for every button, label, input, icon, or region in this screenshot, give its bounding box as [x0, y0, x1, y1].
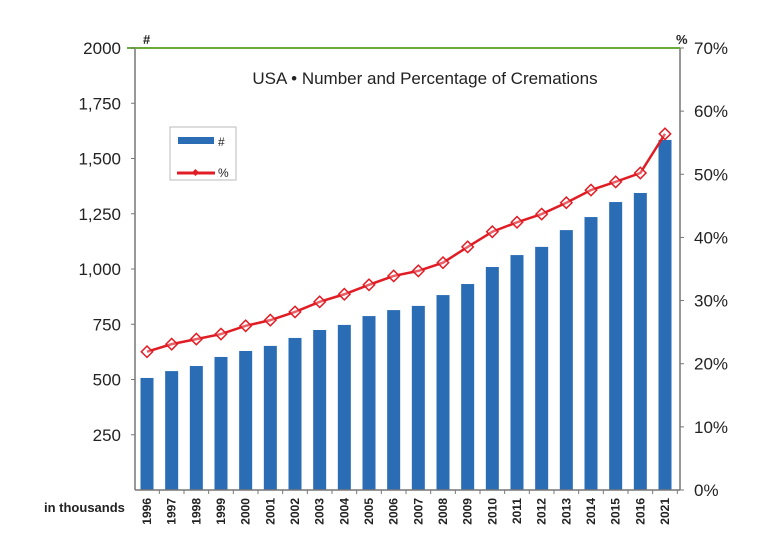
x-tick-label: 2021	[658, 498, 672, 525]
bar-2011	[510, 255, 524, 490]
x-tick-label: 2015	[609, 498, 623, 525]
left-axis-unit: #	[143, 32, 151, 47]
bar-2016	[633, 192, 647, 490]
x-tick-label: 2001	[263, 498, 277, 525]
bar-2012	[535, 246, 549, 490]
legend: # %	[169, 126, 237, 181]
x-tick-label: 2014	[584, 498, 598, 525]
right-tick-label: 30%	[694, 292, 728, 311]
bar-1996	[140, 377, 154, 490]
x-tick-label: 2007	[411, 498, 425, 525]
bar-2006	[387, 310, 401, 490]
point-2009	[460, 240, 475, 254]
point-2015	[608, 175, 623, 189]
units-note: in thousands	[44, 500, 125, 515]
bar-2002	[288, 337, 302, 490]
point-2008	[436, 255, 450, 270]
bar-1997	[165, 371, 179, 490]
legend-bar-label: #	[218, 135, 225, 149]
x-tick-label: 1997	[165, 498, 179, 525]
bar-2001	[263, 345, 277, 490]
bar-2010	[485, 267, 499, 490]
right-tick-label: 70%	[694, 39, 728, 58]
bar-2000	[239, 350, 253, 490]
left-tick-label: 1,750	[78, 94, 121, 113]
right-tick-label: 60%	[694, 102, 728, 121]
bar-2013	[559, 230, 573, 490]
chart-title: USA • Number and Percentage of Cremation…	[252, 69, 597, 88]
x-tick-label: 1998	[189, 498, 203, 525]
bar-2015	[609, 202, 623, 491]
x-tick-label: 2006	[387, 498, 401, 525]
left-tick-label: 1,000	[78, 260, 121, 279]
point-2007	[411, 264, 426, 278]
left-tick-label: 750	[93, 315, 121, 334]
point-2002	[288, 305, 302, 319]
bar-2004	[337, 324, 351, 490]
point-2000	[238, 319, 253, 333]
left-tick-label: 250	[93, 426, 121, 445]
point-2016	[633, 166, 648, 180]
bar-2021	[658, 139, 672, 490]
x-tick-label: 2011	[510, 498, 524, 524]
x-tick-label: 2012	[535, 498, 549, 525]
left-tick-label: 1,250	[78, 205, 121, 224]
x-tick-label: 2002	[288, 498, 302, 525]
point-2011	[510, 215, 524, 229]
point-2021	[658, 127, 672, 141]
point-2012	[534, 207, 549, 221]
point-2013	[559, 195, 574, 210]
bar-1998	[189, 366, 203, 490]
legend-line-marker	[191, 168, 200, 177]
bar-2005	[362, 316, 376, 490]
point-1996	[140, 344, 154, 359]
bar-2014	[584, 217, 598, 490]
right-tick-label: 20%	[694, 355, 728, 374]
point-1998	[189, 332, 204, 346]
bar-1999	[214, 356, 228, 490]
percentage-line	[146, 133, 667, 353]
bar-2008	[436, 295, 450, 490]
x-tick-label: 2005	[362, 498, 376, 525]
point-2001	[263, 313, 278, 327]
point-2004	[337, 287, 352, 301]
x-tick-label: 1996	[140, 498, 154, 525]
point-1999	[214, 327, 228, 341]
bar-2009	[461, 284, 475, 490]
right-tick-label: 40%	[694, 228, 728, 247]
bar-2007	[411, 305, 425, 490]
x-tick-label: 2016	[633, 498, 647, 525]
x-tick-label: 2009	[461, 498, 475, 525]
x-tick-label: 2013	[559, 498, 573, 525]
left-tick-label: 500	[93, 371, 121, 390]
x-tick-label: 2004	[337, 498, 351, 525]
right-tick-label: 0%	[694, 481, 719, 500]
bar-2003	[313, 329, 327, 490]
point-2010	[485, 225, 500, 239]
legend-bar-swatch	[178, 137, 214, 144]
point-2003	[312, 295, 327, 309]
x-tick-label: 2010	[485, 498, 499, 525]
point-2006	[386, 269, 401, 283]
legend-line-label: %	[218, 166, 229, 180]
x-tick-label: 1999	[214, 498, 228, 525]
x-tick-label: 2008	[436, 498, 450, 525]
right-axis-unit: %	[676, 32, 688, 47]
left-tick-label: 2000	[83, 39, 121, 58]
point-2005	[362, 278, 376, 292]
right-tick-label: 50%	[694, 165, 728, 184]
legend-box	[169, 126, 237, 181]
point-2014	[584, 183, 598, 197]
x-tick-label: 2003	[313, 498, 327, 525]
right-tick-label: 10%	[694, 418, 728, 437]
point-1997	[164, 337, 179, 351]
left-tick-label: 1,500	[78, 150, 121, 169]
x-tick-label: 2000	[239, 498, 253, 525]
